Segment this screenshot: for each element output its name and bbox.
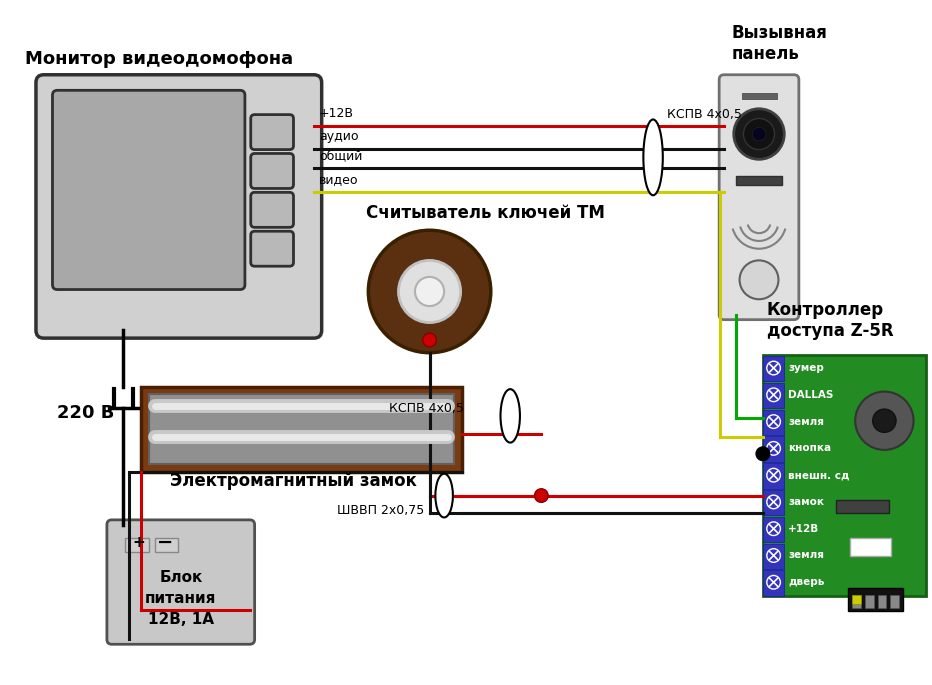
Text: DALLAS: DALLAS xyxy=(788,390,833,400)
Bar xyxy=(850,538,891,556)
Text: +12В: +12В xyxy=(788,524,819,534)
Bar xyxy=(763,571,785,596)
Bar xyxy=(149,395,454,464)
Circle shape xyxy=(752,127,766,141)
Text: 220 В: 220 В xyxy=(58,404,115,422)
FancyBboxPatch shape xyxy=(251,192,294,227)
Text: Контроллер
доступа Z-5R: Контроллер доступа Z-5R xyxy=(767,301,894,340)
Text: Электромагнитный замок: Электромагнитный замок xyxy=(170,472,417,490)
FancyBboxPatch shape xyxy=(36,75,322,338)
Circle shape xyxy=(767,469,780,482)
Circle shape xyxy=(767,549,780,562)
Bar xyxy=(763,383,785,408)
Text: +: + xyxy=(132,535,145,550)
Bar xyxy=(155,538,178,552)
Circle shape xyxy=(872,409,896,432)
Circle shape xyxy=(535,489,548,502)
Circle shape xyxy=(767,442,780,455)
Bar xyxy=(852,595,861,608)
Circle shape xyxy=(756,447,770,460)
Ellipse shape xyxy=(500,389,520,443)
Circle shape xyxy=(767,415,780,428)
Circle shape xyxy=(740,260,778,299)
Text: земля: земля xyxy=(788,416,824,427)
Text: земля: земля xyxy=(788,551,824,560)
Circle shape xyxy=(856,392,913,450)
Text: кнопка: кнопка xyxy=(788,443,831,453)
FancyBboxPatch shape xyxy=(251,232,294,266)
Ellipse shape xyxy=(643,119,663,195)
Bar xyxy=(865,595,873,608)
Bar xyxy=(763,516,785,542)
Text: видео: видео xyxy=(319,173,358,186)
Text: аудио: аудио xyxy=(319,129,358,142)
Bar xyxy=(763,463,785,488)
Bar xyxy=(878,595,886,608)
Bar xyxy=(141,387,461,472)
Text: КСПВ 4х0,5: КСПВ 4х0,5 xyxy=(389,401,463,414)
Bar xyxy=(763,490,785,515)
Text: Монитор видеодомофона: Монитор видеодомофона xyxy=(25,50,294,68)
Text: общий: общий xyxy=(319,149,363,162)
Bar xyxy=(763,544,785,569)
FancyBboxPatch shape xyxy=(52,90,245,290)
Circle shape xyxy=(733,109,785,160)
Bar xyxy=(763,356,785,382)
Bar xyxy=(735,176,782,184)
Text: КСПВ 4х0,5: КСПВ 4х0,5 xyxy=(666,108,742,121)
FancyBboxPatch shape xyxy=(251,114,294,149)
Circle shape xyxy=(423,334,436,347)
Text: зумер: зумер xyxy=(788,363,824,373)
Circle shape xyxy=(767,495,780,509)
Text: внешн. сд: внешн. сд xyxy=(788,470,850,480)
Text: дверь: дверь xyxy=(788,577,825,587)
FancyBboxPatch shape xyxy=(251,153,294,188)
Text: −: − xyxy=(157,533,173,551)
Text: Вызывная
панель: Вызывная панель xyxy=(732,24,828,63)
Text: Блок
питания
12В, 1А: Блок питания 12В, 1А xyxy=(145,570,216,627)
Bar xyxy=(763,355,926,596)
Bar xyxy=(836,501,889,513)
Bar xyxy=(890,595,899,608)
Circle shape xyxy=(767,522,780,536)
Bar xyxy=(742,93,776,99)
Bar xyxy=(852,595,861,604)
Circle shape xyxy=(368,230,491,353)
Ellipse shape xyxy=(435,474,453,517)
Text: ШВВП 2х0,75: ШВВП 2х0,75 xyxy=(337,503,424,516)
Text: замок: замок xyxy=(788,497,824,507)
Bar xyxy=(126,538,149,552)
FancyBboxPatch shape xyxy=(720,75,799,320)
Bar xyxy=(763,436,785,462)
Bar xyxy=(763,410,785,435)
Circle shape xyxy=(767,575,780,589)
Circle shape xyxy=(767,361,780,375)
Circle shape xyxy=(399,260,460,323)
Circle shape xyxy=(767,388,780,401)
Text: Считыватель ключей ТМ: Считыватель ключей ТМ xyxy=(366,203,605,221)
Circle shape xyxy=(415,277,445,306)
FancyBboxPatch shape xyxy=(107,520,254,645)
Circle shape xyxy=(744,119,774,149)
Text: +12В: +12В xyxy=(319,108,354,121)
Bar xyxy=(848,588,903,611)
